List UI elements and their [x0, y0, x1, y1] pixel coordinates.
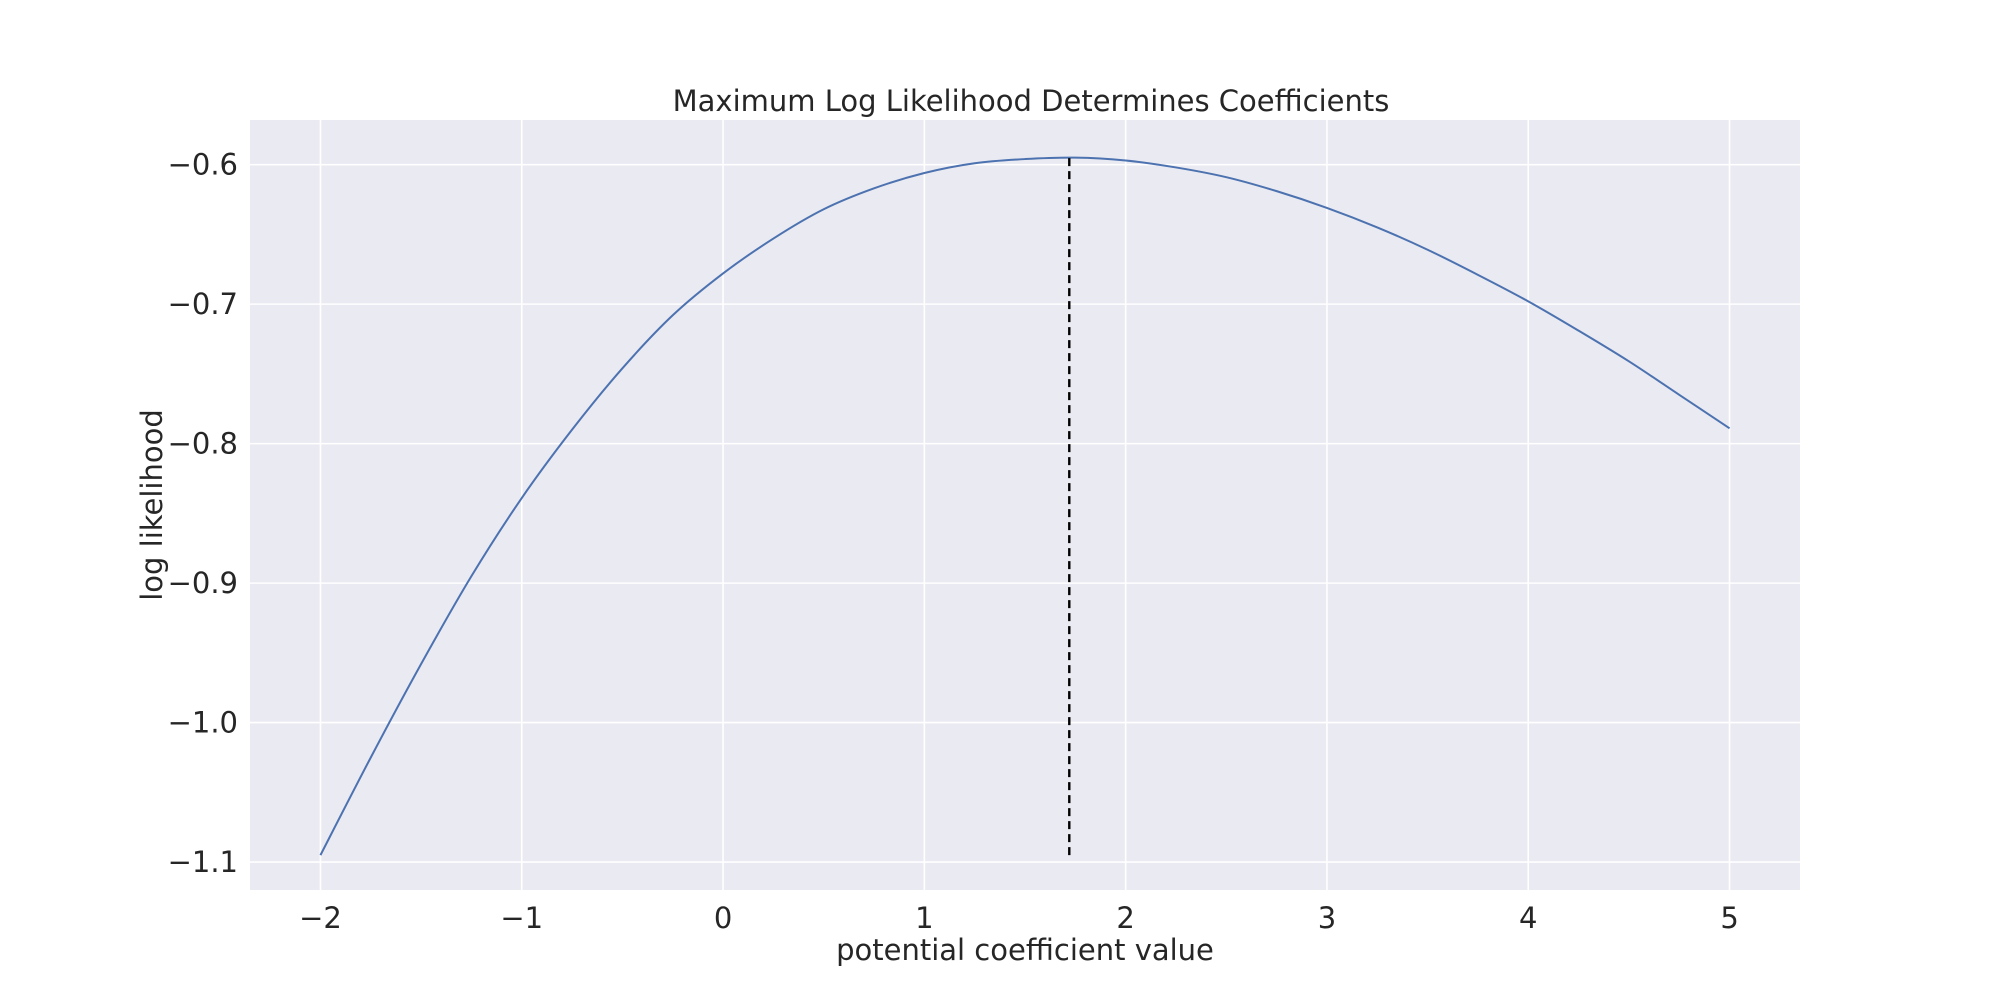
- x-tick-label: 2: [1116, 901, 1134, 935]
- x-gridlines: [319, 120, 1731, 890]
- y-gridlines: [250, 163, 1800, 863]
- y-tick-label: −0.8: [168, 427, 238, 461]
- plot-area: [250, 120, 1800, 890]
- x-tick-label: −1: [500, 901, 543, 935]
- x-tick-label: 3: [1318, 901, 1336, 935]
- x-tick-label: −2: [299, 901, 342, 935]
- x-tick-label: 1: [915, 901, 933, 935]
- x-tick-labels: −2 −1 0 1 2 3 4 5: [299, 901, 1739, 935]
- y-tick-label: −0.6: [168, 148, 238, 182]
- y-axis-label: log likelihood: [135, 409, 169, 601]
- chart-title: Maximum Log Likelihood Determines Coeffi…: [673, 84, 1390, 118]
- y-tick-label: −0.9: [168, 566, 238, 600]
- y-tick-label: −1.1: [168, 845, 238, 879]
- x-tick-label: 5: [1720, 901, 1738, 935]
- y-tick-label: −1.0: [168, 706, 238, 740]
- x-tick-label: 0: [714, 901, 732, 935]
- y-tick-label: −0.7: [168, 287, 238, 321]
- log-likelihood-curve: [319, 156, 1731, 856]
- x-axis-label: potential coefficient value: [836, 933, 1214, 967]
- x-tick-label: 4: [1519, 901, 1537, 935]
- y-tick-labels: −1.1 −1.0 −0.9 −0.8 −0.7 −0.6: [168, 148, 238, 879]
